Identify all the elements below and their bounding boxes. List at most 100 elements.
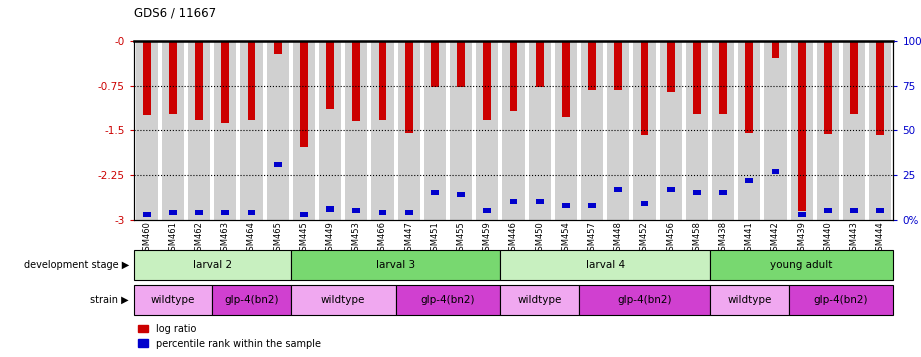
Bar: [772, 41, 779, 58]
Bar: [195, 41, 203, 120]
Bar: [710, 250, 893, 280]
Bar: [404, 41, 413, 133]
Bar: [693, 41, 701, 114]
Bar: [581, 41, 603, 220]
Bar: [457, 192, 465, 197]
Bar: [790, 41, 813, 220]
Bar: [248, 41, 255, 120]
Bar: [371, 41, 393, 220]
Text: larval 4: larval 4: [586, 260, 624, 270]
Bar: [607, 41, 629, 220]
Bar: [529, 41, 551, 220]
Bar: [764, 41, 787, 220]
Bar: [476, 41, 498, 220]
Bar: [212, 285, 291, 315]
Bar: [843, 41, 865, 220]
Text: glp-4(bn2): glp-4(bn2): [224, 295, 279, 305]
Bar: [667, 41, 674, 92]
Bar: [169, 210, 177, 215]
Bar: [824, 41, 832, 135]
Bar: [509, 41, 518, 111]
Bar: [877, 208, 884, 213]
Bar: [195, 210, 203, 215]
Bar: [134, 250, 291, 280]
Bar: [738, 41, 761, 220]
Bar: [798, 211, 806, 217]
Bar: [379, 210, 387, 215]
Bar: [291, 250, 500, 280]
Bar: [536, 199, 543, 204]
Bar: [509, 199, 518, 204]
Bar: [431, 190, 438, 195]
Bar: [266, 41, 289, 220]
Bar: [398, 41, 420, 220]
Bar: [850, 41, 858, 114]
Bar: [500, 285, 579, 315]
Bar: [659, 41, 682, 220]
Legend: log ratio, percentile rank within the sample: log ratio, percentile rank within the sa…: [138, 324, 321, 348]
Bar: [248, 210, 255, 215]
Bar: [431, 41, 438, 87]
Text: wildtype: wildtype: [151, 295, 195, 305]
Text: wildtype: wildtype: [321, 295, 366, 305]
Bar: [745, 41, 753, 133]
Bar: [710, 285, 788, 315]
Bar: [798, 41, 806, 211]
Bar: [214, 41, 237, 220]
Bar: [502, 41, 525, 220]
Bar: [300, 211, 308, 217]
Text: GDS6 / 11667: GDS6 / 11667: [134, 7, 216, 20]
Bar: [379, 41, 387, 120]
Bar: [162, 41, 184, 220]
Text: larval 3: larval 3: [376, 260, 415, 270]
Bar: [240, 41, 262, 220]
Bar: [395, 285, 500, 315]
Bar: [484, 208, 491, 213]
Bar: [614, 187, 623, 192]
Bar: [457, 41, 465, 87]
Bar: [640, 41, 648, 135]
Bar: [169, 41, 177, 114]
Bar: [134, 285, 212, 315]
Bar: [300, 41, 308, 147]
Bar: [719, 190, 727, 195]
Bar: [484, 41, 491, 120]
Bar: [562, 41, 570, 117]
Bar: [634, 41, 656, 220]
Bar: [143, 41, 150, 115]
Bar: [824, 208, 832, 213]
Text: glp-4(bn2): glp-4(bn2): [814, 295, 869, 305]
Bar: [719, 41, 727, 114]
Bar: [693, 190, 701, 195]
Text: glp-4(bn2): glp-4(bn2): [421, 295, 475, 305]
Bar: [869, 41, 892, 220]
Bar: [562, 203, 570, 208]
Bar: [712, 41, 734, 220]
Bar: [274, 41, 282, 54]
Bar: [353, 208, 360, 213]
Bar: [500, 250, 710, 280]
Text: glp-4(bn2): glp-4(bn2): [617, 295, 671, 305]
Bar: [686, 41, 708, 220]
Bar: [667, 187, 674, 192]
Text: strain ▶: strain ▶: [90, 295, 129, 305]
Bar: [319, 41, 341, 220]
Bar: [745, 178, 753, 183]
Bar: [589, 41, 596, 90]
Bar: [772, 169, 779, 174]
Text: larval 2: larval 2: [192, 260, 232, 270]
Bar: [143, 211, 150, 217]
Bar: [589, 203, 596, 208]
Bar: [326, 41, 334, 110]
Bar: [221, 41, 229, 123]
Bar: [614, 41, 623, 90]
Bar: [788, 285, 893, 315]
Bar: [640, 201, 648, 206]
Bar: [404, 210, 413, 215]
Text: wildtype: wildtype: [727, 295, 772, 305]
Bar: [188, 41, 210, 220]
Bar: [221, 210, 229, 215]
Text: young adult: young adult: [771, 260, 833, 270]
Bar: [536, 41, 543, 87]
Bar: [353, 41, 360, 121]
